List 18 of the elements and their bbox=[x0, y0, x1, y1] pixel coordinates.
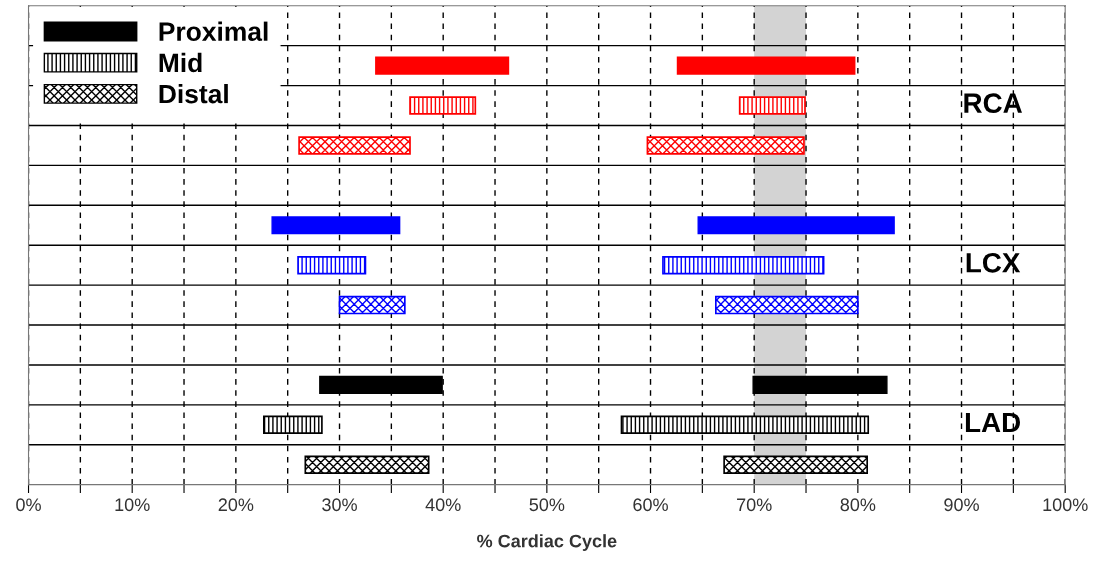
x-tick-label: 50% bbox=[529, 498, 565, 512]
annotation: RCA bbox=[964, 93, 1022, 113]
x-tick-label: 90% bbox=[944, 498, 979, 512]
annotation: LAD bbox=[965, 412, 1020, 432]
x-tick-label: 100% bbox=[1043, 498, 1088, 512]
x-tick-label: 60% bbox=[633, 498, 668, 512]
legend-label: Mid bbox=[159, 52, 202, 73]
x-tick-label: 40% bbox=[425, 498, 461, 512]
x-tick-label: 80% bbox=[840, 498, 876, 512]
legend-label: Proximal bbox=[159, 21, 268, 41]
annotation: LCX bbox=[966, 252, 1021, 273]
x-tick-label: 0% bbox=[16, 498, 41, 512]
x-tick-label: 10% bbox=[115, 498, 150, 512]
x-tick-label: 70% bbox=[737, 498, 772, 512]
x-axis-title: % Cardiac Cycle bbox=[477, 534, 617, 551]
x-tick-label: 30% bbox=[322, 498, 357, 512]
legend-label: Distal bbox=[159, 84, 228, 104]
x-tick-label: 20% bbox=[218, 498, 254, 512]
